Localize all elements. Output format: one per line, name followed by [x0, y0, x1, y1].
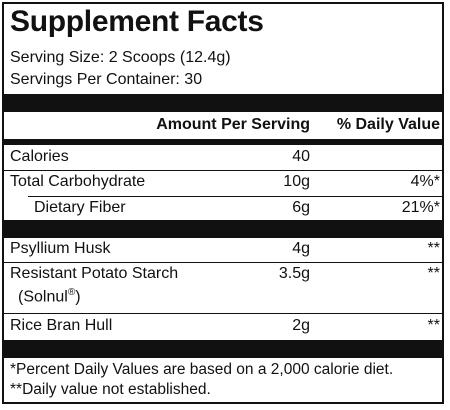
row-total-carbohydrate-amount: 10g	[283, 173, 310, 190]
row-dietary-fiber-dv: 21%*	[401, 199, 440, 216]
row-rice-bran-hull-dv: **	[427, 317, 440, 334]
row-total-carbohydrate-dv: 4%*	[410, 173, 440, 190]
row-divider	[4, 170, 442, 171]
supplement-facts-panel: Supplement Facts Serving Size: 2 Scoops …	[2, 2, 444, 404]
row-rice-bran-hull-amount: 2g	[292, 317, 310, 334]
header-bar	[4, 139, 442, 145]
row-resistant-potato-starch-brand: (Solnul®)	[18, 287, 81, 306]
row-resistant-potato-starch-name: Resistant Potato Starch	[10, 265, 179, 282]
brand-close-paren: )	[75, 288, 81, 306]
row-calories-amount: 40	[292, 148, 310, 165]
daily-value-header: % Daily Value	[336, 116, 440, 133]
row-psyllium-husk-name: Psyllium Husk	[10, 240, 111, 257]
footnote-daily-value-not-established: **Daily value not established.	[10, 381, 211, 398]
footnote-percent-daily-values: *Percent Daily Values are based on a 2,0…	[10, 361, 394, 378]
row-rice-bran-hull-name: Rice Bran Hull	[10, 317, 113, 334]
bottom-thick-bar	[4, 340, 442, 358]
registered-mark: ®	[67, 287, 76, 298]
row-calories-name: Calories	[10, 148, 69, 165]
panel-title: Supplement Facts	[10, 5, 264, 38]
brand-name: (Solnul	[18, 288, 68, 306]
row-divider	[28, 196, 442, 197]
row-total-carbohydrate-name: Total Carbohydrate	[10, 173, 146, 190]
serving-size: Serving Size: 2 Scoops (12.4g)	[10, 49, 231, 66]
row-psyllium-husk-dv: **	[427, 240, 440, 257]
row-divider	[4, 262, 442, 263]
amount-per-serving-header: Amount Per Serving	[156, 116, 310, 133]
row-dietary-fiber-amount: 6g	[292, 199, 310, 216]
middle-thick-bar	[4, 220, 442, 238]
servings-per-container: Servings Per Container: 30	[10, 71, 203, 88]
row-resistant-potato-starch-dv: **	[427, 265, 440, 282]
row-divider	[4, 313, 442, 314]
row-dietary-fiber-name: Dietary Fiber	[34, 199, 126, 216]
row-psyllium-husk-amount: 4g	[292, 240, 310, 257]
row-resistant-potato-starch-amount: 3.5g	[278, 265, 310, 282]
top-thick-bar	[4, 94, 442, 112]
